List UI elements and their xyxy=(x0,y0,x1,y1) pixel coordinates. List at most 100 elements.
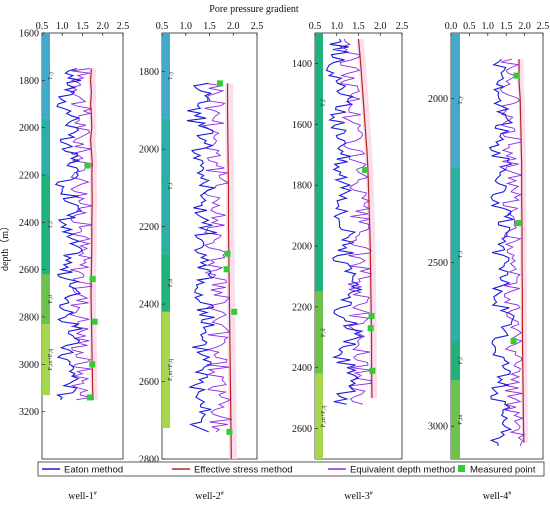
measured-point xyxy=(514,220,521,227)
equivalent-depth-curve xyxy=(499,58,526,447)
strat-band xyxy=(451,380,460,459)
strat-band xyxy=(451,167,460,342)
strat-band xyxy=(315,373,323,459)
y-tick-label: 1800 xyxy=(139,67,159,78)
strat-band xyxy=(315,33,323,173)
well-name-sup: # xyxy=(94,491,97,497)
y-tick-label: 1600 xyxy=(19,29,39,40)
x-tick-label: 2.5 xyxy=(251,21,264,32)
effective-stress-curve xyxy=(89,68,94,400)
x-tick-label: 1.5 xyxy=(352,21,365,32)
measured-point xyxy=(91,318,98,325)
strat-label: P₂m+P₂q xyxy=(48,349,54,371)
eaton-curve xyxy=(186,82,217,433)
measured-point xyxy=(223,266,230,273)
y-tick-label: 2600 xyxy=(19,265,39,276)
measured-point xyxy=(84,162,91,169)
strat-band xyxy=(42,175,50,275)
legend-label-equivalent: Equivalent depth method xyxy=(350,465,455,476)
y-tick-label: 3000 xyxy=(19,360,39,371)
uncertainty-band xyxy=(517,59,529,443)
y-tick-label: 2600 xyxy=(139,377,159,388)
strat-band xyxy=(162,253,170,312)
well-name: well-3# xyxy=(344,491,373,502)
y-tick-label: 2400 xyxy=(139,300,159,311)
legend-swatch-measured xyxy=(458,465,465,472)
x-tick-label: 0.5 xyxy=(463,21,476,32)
strat-label: P₂m+P₂q xyxy=(168,359,174,381)
strat-band xyxy=(451,341,460,381)
y-tick-label: 2800 xyxy=(19,313,39,324)
x-tick-label: 2.5 xyxy=(117,21,130,32)
y-tick-label: 2400 xyxy=(292,363,312,374)
plot-frame xyxy=(41,32,124,460)
strat-band xyxy=(162,118,170,254)
strat-label: P₂m+P₂q xyxy=(321,405,327,427)
equivalent-depth-curve xyxy=(201,82,233,433)
y-tick-label: 2500 xyxy=(428,258,448,269)
effective-stress-curve xyxy=(357,39,373,399)
y-tick-label: 2000 xyxy=(19,123,39,134)
y-tick-label: 2800 xyxy=(139,455,159,466)
y-tick-label: 2200 xyxy=(19,171,39,182)
x-tick-label: 1.5 xyxy=(500,21,513,32)
measured-point xyxy=(216,80,223,87)
strat-label: T₃y xyxy=(48,71,54,80)
measured-point xyxy=(89,361,96,368)
effective-stress-curve xyxy=(226,83,232,460)
strat-label: P₃l xyxy=(458,357,464,364)
x-tick-label: 1.0 xyxy=(180,21,193,32)
strat-band xyxy=(42,118,50,175)
strat-label: P₃d xyxy=(168,279,174,287)
y-tick-label: 2000 xyxy=(139,145,159,156)
y-tick-label: 2600 xyxy=(292,424,312,435)
x-tick-label: 1.5 xyxy=(76,21,89,32)
well-name: well-4# xyxy=(483,491,512,502)
y-tick-label: 3000 xyxy=(428,422,448,433)
strat-label: P₂m xyxy=(458,414,464,424)
y-tick-label: 1800 xyxy=(292,181,312,192)
well-name-sup: # xyxy=(221,491,224,497)
x-tick-label: 0.0 xyxy=(445,21,458,32)
y-tick-label: 1400 xyxy=(292,59,312,70)
x-tick-label: 0.5 xyxy=(309,21,322,32)
panel-well-4: T₃y T₃f P₃l P₂m 0.0 0.5 1.0 1.5 2.0 2.5 2000 2500 30… xyxy=(428,21,549,502)
x-tick-label: 0.5 xyxy=(156,21,169,32)
strat-label: P₃d xyxy=(48,295,54,303)
x-tick-label: 2.0 xyxy=(227,21,240,32)
y-tick-label: 2200 xyxy=(292,302,312,313)
well-name-sup: # xyxy=(370,491,373,497)
strat-band xyxy=(42,274,50,325)
strat-label: P₃d xyxy=(321,329,327,337)
strat-label: T₃f xyxy=(457,250,464,258)
effective-stress-curve xyxy=(518,59,525,443)
strat-label: T₃y xyxy=(458,96,464,105)
y-tick-label: 1600 xyxy=(292,120,312,131)
uncertainty-band xyxy=(356,39,378,399)
legend-label-measured: Measured point xyxy=(470,465,536,476)
plot-frame xyxy=(450,32,544,460)
x-tick-label: 1.0 xyxy=(482,21,495,32)
strat-label: T₃y xyxy=(168,71,174,80)
eaton-curve xyxy=(325,38,364,405)
x-tick-label: 2.0 xyxy=(97,21,110,32)
measured-point xyxy=(369,367,376,374)
well-name: well-1# xyxy=(68,491,97,502)
legend-label-effective: Effective stress method xyxy=(194,465,293,476)
measured-point xyxy=(231,308,238,315)
x-tick-label: 2.5 xyxy=(396,21,409,32)
panel-well-3: T₃f P₃d P₂m+P₂q 0.5 1.0 1.5 2.0 2.5 1400 1600 1800… xyxy=(292,21,408,502)
x-tick-label: 1.5 xyxy=(203,21,216,32)
x-tick-label: 0.5 xyxy=(36,21,49,32)
measured-point xyxy=(368,312,375,319)
y-tick-label: 2000 xyxy=(292,242,312,253)
measured-point xyxy=(224,250,231,257)
y-tick-label: 2000 xyxy=(428,94,448,105)
measured-point xyxy=(510,338,517,345)
strat-band xyxy=(162,33,170,119)
plot-frame xyxy=(161,32,258,460)
measured-point xyxy=(226,428,233,435)
eaton-curve xyxy=(54,67,84,401)
y-tick-label: 1800 xyxy=(19,76,39,87)
